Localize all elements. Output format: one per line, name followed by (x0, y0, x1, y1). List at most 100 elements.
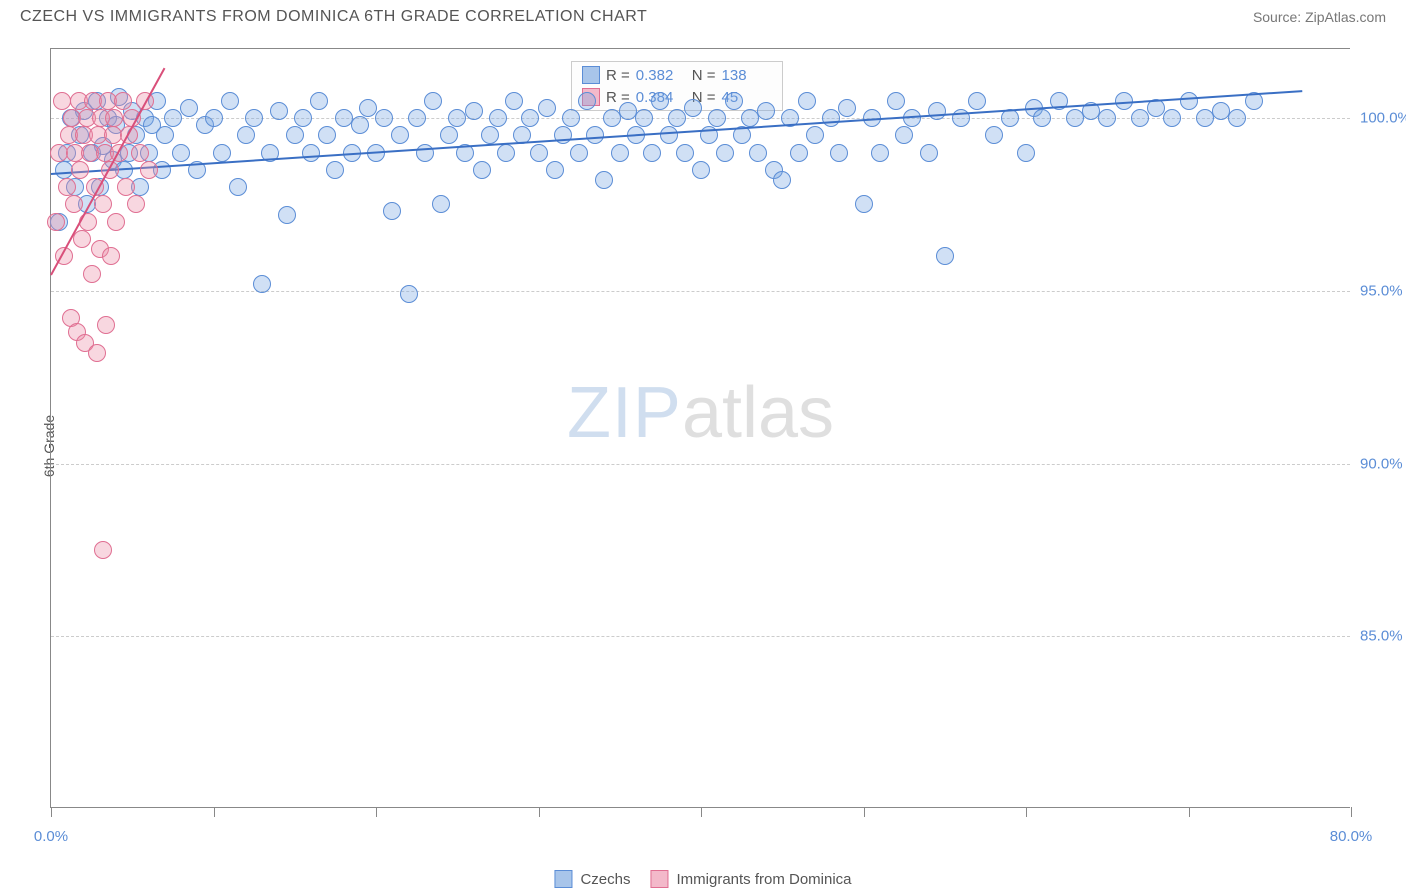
data-point (140, 161, 158, 179)
data-point (489, 109, 507, 127)
data-point (318, 126, 336, 144)
data-point (131, 144, 149, 162)
data-point (73, 230, 91, 248)
gridline (51, 291, 1350, 292)
data-point (668, 109, 686, 127)
x-tick-label: 0.0% (34, 828, 68, 845)
source-name: ZipAtlas.com (1305, 9, 1386, 25)
data-point (221, 92, 239, 110)
data-point (229, 178, 247, 196)
x-tick (1026, 807, 1027, 817)
data-point (102, 247, 120, 265)
data-point (830, 144, 848, 162)
data-point (440, 126, 458, 144)
data-point (611, 144, 629, 162)
data-point (790, 144, 808, 162)
stat-n-value: 138 (722, 67, 772, 84)
data-point (172, 144, 190, 162)
gridline (51, 464, 1350, 465)
data-point (71, 161, 89, 179)
data-point (375, 109, 393, 127)
data-point (114, 92, 132, 110)
data-point (749, 144, 767, 162)
data-point (757, 102, 775, 120)
source-label: Source: (1253, 9, 1301, 25)
data-point (94, 195, 112, 213)
data-point (286, 126, 304, 144)
data-point (1228, 109, 1246, 127)
data-point (578, 92, 596, 110)
data-point (400, 285, 418, 303)
data-point (473, 161, 491, 179)
data-point (383, 202, 401, 220)
data-point (928, 102, 946, 120)
source-attribution: Source: ZipAtlas.com (1253, 9, 1386, 25)
data-point (887, 92, 905, 110)
gridline (51, 636, 1350, 637)
watermark-zip: ZIP (567, 373, 682, 453)
legend-label: Immigrants from Dominica (676, 871, 851, 888)
stats-box: R =0.382N =138R =0.384N =45 (571, 61, 783, 111)
data-point (180, 99, 198, 117)
y-tick-label: 90.0% (1360, 455, 1406, 472)
watermark: ZIPatlas (567, 372, 834, 454)
y-tick-label: 100.0% (1360, 110, 1406, 127)
data-point (83, 265, 101, 283)
x-tick-label: 80.0% (1330, 828, 1373, 845)
data-point (716, 144, 734, 162)
data-point (302, 144, 320, 162)
data-point (985, 126, 1003, 144)
legend: CzechsImmigrants from Dominica (554, 870, 851, 888)
data-point (65, 195, 83, 213)
series-swatch (582, 66, 600, 84)
stats-row: R =0.384N =45 (572, 86, 782, 108)
data-point (1098, 109, 1116, 127)
data-point (497, 144, 515, 162)
data-point (806, 126, 824, 144)
data-point (871, 144, 889, 162)
x-tick (701, 807, 702, 817)
data-point (416, 144, 434, 162)
data-point (538, 99, 556, 117)
data-point (692, 161, 710, 179)
data-point (351, 116, 369, 134)
stats-row: R =0.382N =138 (572, 64, 782, 86)
data-point (838, 99, 856, 117)
data-point (725, 92, 743, 110)
data-point (294, 109, 312, 127)
x-tick (539, 807, 540, 817)
data-point (554, 126, 572, 144)
data-point (676, 144, 694, 162)
data-point (1017, 144, 1035, 162)
stat-r-value: 0.382 (636, 67, 686, 84)
x-tick (1351, 807, 1352, 817)
data-point (773, 171, 791, 189)
data-point (97, 316, 115, 334)
data-point (278, 206, 296, 224)
data-point (1163, 109, 1181, 127)
data-point (562, 109, 580, 127)
data-point (107, 213, 125, 231)
y-tick-label: 95.0% (1360, 282, 1406, 299)
data-point (127, 195, 145, 213)
data-point (481, 126, 499, 144)
scatter-chart: ZIPatlas R =0.382N =138R =0.384N =45 85.… (50, 48, 1350, 808)
x-tick (864, 807, 865, 817)
data-point (798, 92, 816, 110)
legend-item: Immigrants from Dominica (650, 870, 851, 888)
data-point (205, 109, 223, 127)
data-point (310, 92, 328, 110)
data-point (968, 92, 986, 110)
data-point (213, 144, 231, 162)
legend-swatch (554, 870, 572, 888)
data-point (643, 144, 661, 162)
x-tick (376, 807, 377, 817)
watermark-atlas: atlas (682, 373, 834, 453)
chart-title: CZECH VS IMMIGRANTS FROM DOMINICA 6TH GR… (20, 8, 647, 26)
data-point (651, 92, 669, 110)
data-point (156, 126, 174, 144)
data-point (595, 171, 613, 189)
x-tick (214, 807, 215, 817)
data-point (1180, 92, 1198, 110)
data-point (586, 126, 604, 144)
